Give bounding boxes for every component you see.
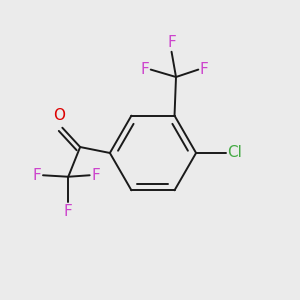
Text: F: F [33, 168, 41, 183]
Text: F: F [140, 62, 149, 77]
Text: Cl: Cl [227, 146, 242, 160]
Text: F: F [200, 62, 208, 77]
Text: O: O [53, 108, 65, 123]
Text: F: F [167, 35, 176, 50]
Text: F: F [64, 203, 73, 218]
Text: F: F [91, 168, 100, 183]
